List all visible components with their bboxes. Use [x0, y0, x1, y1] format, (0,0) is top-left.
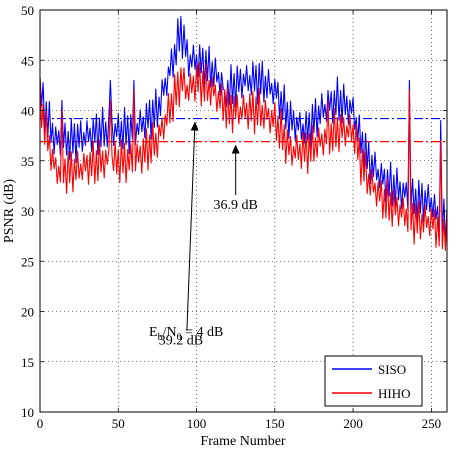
y-tick-label: 40 — [21, 104, 34, 119]
x-tick-label: 0 — [37, 416, 44, 431]
axis-ticks — [39, 9, 447, 413]
legend: SISO HIHO — [324, 355, 423, 407]
y-tick-label: 30 — [21, 204, 34, 219]
y-tick-label: 50 — [21, 3, 34, 18]
x-tick-label: 150 — [265, 416, 285, 431]
x-tick-label: 50 — [112, 416, 125, 431]
eb-n0-annotation: Eb/N0 = 4 dB — [149, 325, 223, 343]
legend-label-siso: SISO — [378, 362, 406, 377]
annotations: 39.2 dB 36.9 dB — [159, 121, 258, 349]
annotation-arrow-0 — [186, 121, 199, 331]
legend-box — [324, 355, 423, 407]
series-group — [39, 15, 448, 251]
legend-label-hiho: HIHO — [378, 386, 411, 401]
annotation-label-0: 39.2 dB — [159, 334, 203, 349]
y-tick-label: 25 — [21, 254, 34, 269]
annotation-label-1: 36.9 dB — [214, 198, 258, 213]
y-tick-label: 10 — [21, 405, 34, 420]
series-line-hiho — [39, 61, 448, 251]
y-tick-label: 20 — [21, 305, 34, 320]
x-tick-label: 250 — [422, 416, 442, 431]
x-axis-label: Frame Number — [200, 434, 285, 449]
y-axis-label: PSNR (dB) — [2, 179, 17, 244]
x-tick-label: 200 — [343, 416, 363, 431]
y-tick-label: 45 — [21, 53, 34, 68]
series-line-siso — [39, 15, 448, 243]
x-tick-label: 100 — [187, 416, 207, 431]
y-tick-label: 15 — [21, 355, 34, 370]
tick-labels: 0 50 100 150 200 250 10 15 20 25 30 35 40 45 50 — [21, 3, 441, 431]
y-tick-label: 35 — [21, 154, 34, 169]
